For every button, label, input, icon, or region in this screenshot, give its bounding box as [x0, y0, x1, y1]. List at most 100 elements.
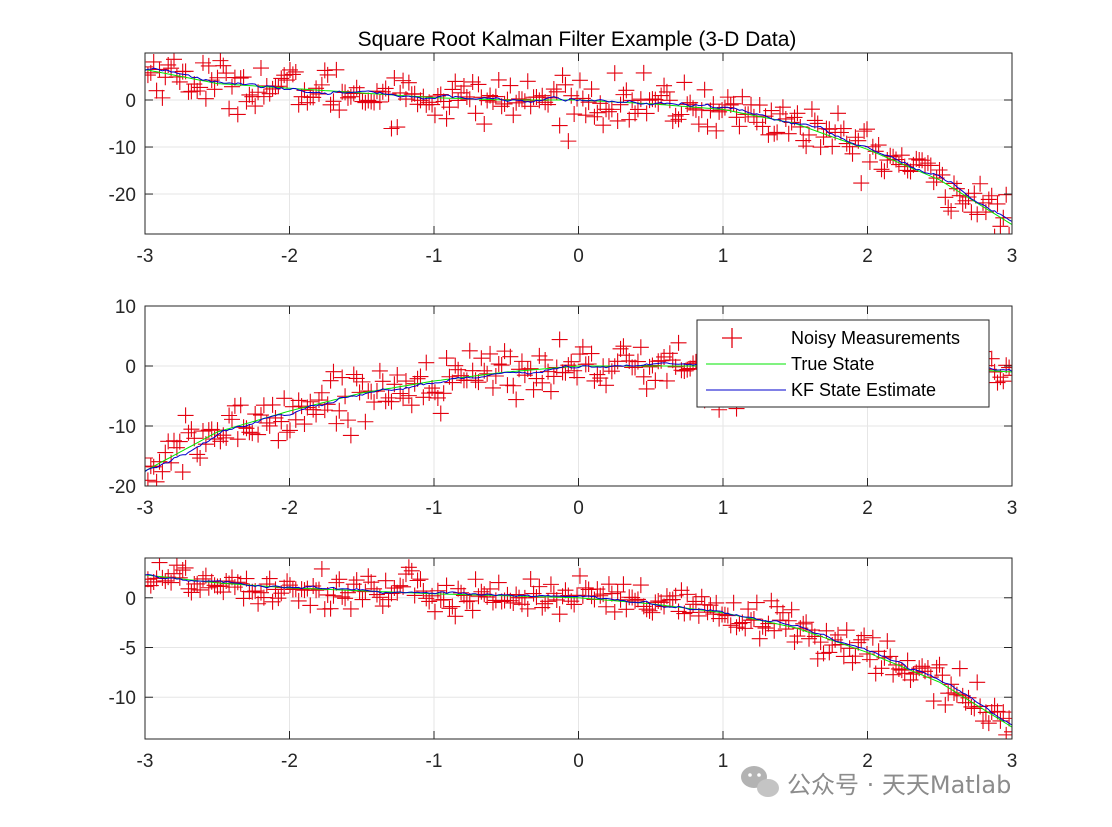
measurement-point [467, 105, 484, 122]
measurement-point [177, 63, 194, 80]
measurement-point [261, 570, 278, 587]
measurement-point [899, 652, 916, 669]
measurement-point [415, 583, 432, 600]
y-tick-label: 0 [125, 589, 136, 610]
measurement-point [873, 660, 890, 677]
measurement-point [235, 69, 252, 86]
measurement-point [540, 96, 557, 113]
measurement-point [615, 86, 632, 103]
measurement-point [313, 560, 330, 577]
measurement-point [737, 620, 754, 637]
y-tick-label: 0 [125, 91, 136, 112]
measurement-point [325, 587, 342, 604]
measurement-point [841, 138, 858, 155]
y-tick-label: -20 [109, 477, 136, 498]
measurement-point [870, 137, 887, 154]
measurement-point [519, 73, 536, 90]
y-tick-label: -5 [119, 639, 136, 660]
measurement-point [145, 573, 162, 590]
measurement-point [641, 602, 658, 619]
measurement-point [757, 620, 774, 637]
measurement-point [447, 73, 464, 90]
measurement-point [264, 396, 281, 413]
measurement-point [496, 95, 513, 112]
measurement-point [766, 622, 783, 639]
measurement-point [615, 576, 632, 593]
measurement-point [859, 121, 876, 138]
measurement-point [189, 82, 206, 99]
measurement-point [513, 91, 530, 108]
measurement-point [551, 117, 568, 134]
measurement-point [357, 413, 374, 430]
measurement-point [470, 374, 487, 391]
measurement-point [542, 576, 559, 593]
x-tick-label: 0 [573, 751, 584, 772]
measurement-point [685, 100, 702, 117]
measurement-point [241, 86, 258, 103]
measurement-point [183, 584, 200, 601]
measurement-point [969, 674, 986, 691]
measurement-point [331, 402, 348, 419]
measurement-point [444, 598, 461, 615]
measurement-point [795, 615, 812, 632]
wechat-icon [741, 766, 779, 797]
x-tick-label: -1 [426, 751, 443, 772]
measurement-point [566, 362, 583, 379]
measurement-point [348, 572, 365, 589]
measurement-point [893, 662, 910, 679]
measurement-point [769, 124, 786, 141]
measurement-point [574, 338, 591, 355]
measurement-point [177, 407, 194, 424]
measurement-point [447, 357, 464, 374]
measurement-point [641, 358, 658, 375]
measurement-point [473, 350, 490, 367]
measurement-point [873, 161, 890, 178]
measurement-point [600, 576, 617, 593]
measurement-point [635, 368, 652, 385]
x-tick-label: 0 [573, 246, 584, 267]
legend-label-estimate: KF State Estimate [791, 380, 936, 400]
measurement-point [609, 112, 626, 129]
measurement-point [380, 591, 397, 608]
measurement-point [821, 644, 838, 661]
measurement-point [551, 606, 568, 623]
measurement-point [316, 62, 333, 79]
x-tick-label: 2 [862, 246, 873, 267]
measurement-point [922, 669, 939, 686]
measurement-point [943, 203, 960, 220]
measurement-point [690, 116, 707, 133]
measurement-point [229, 106, 246, 123]
estimate-line [145, 67, 1012, 222]
measurement-point [856, 123, 873, 140]
measurement-point [992, 218, 1009, 234]
measurement-point [972, 175, 989, 192]
measurement-point [580, 94, 597, 111]
measurement-point [600, 103, 617, 120]
measurement-point [606, 65, 623, 82]
measurement-point [287, 411, 304, 428]
measurement-point [450, 361, 467, 378]
measurement-point [844, 145, 861, 162]
measurement-point [569, 369, 586, 386]
measurement-point [380, 389, 397, 406]
measurement-point [798, 138, 815, 155]
measurement-point [490, 574, 507, 591]
measurement-point [545, 585, 562, 602]
estimate-line [145, 573, 1012, 726]
measurement-point [386, 69, 403, 86]
measurement-point [279, 424, 296, 441]
measurement-point [165, 53, 182, 68]
measurement-point [154, 89, 171, 106]
measurement-point [960, 689, 977, 706]
measurement-point [342, 427, 359, 444]
measurement-point [366, 394, 383, 411]
measurement-point [322, 96, 339, 113]
measurement-point [247, 98, 264, 115]
measurement-point [287, 63, 304, 80]
measurement-point [554, 67, 571, 84]
measurement-point [223, 411, 240, 428]
measurement-point [151, 558, 168, 571]
measurement-point [571, 567, 588, 584]
y-tick-label: 0 [125, 357, 136, 378]
measurement-point [635, 64, 652, 81]
